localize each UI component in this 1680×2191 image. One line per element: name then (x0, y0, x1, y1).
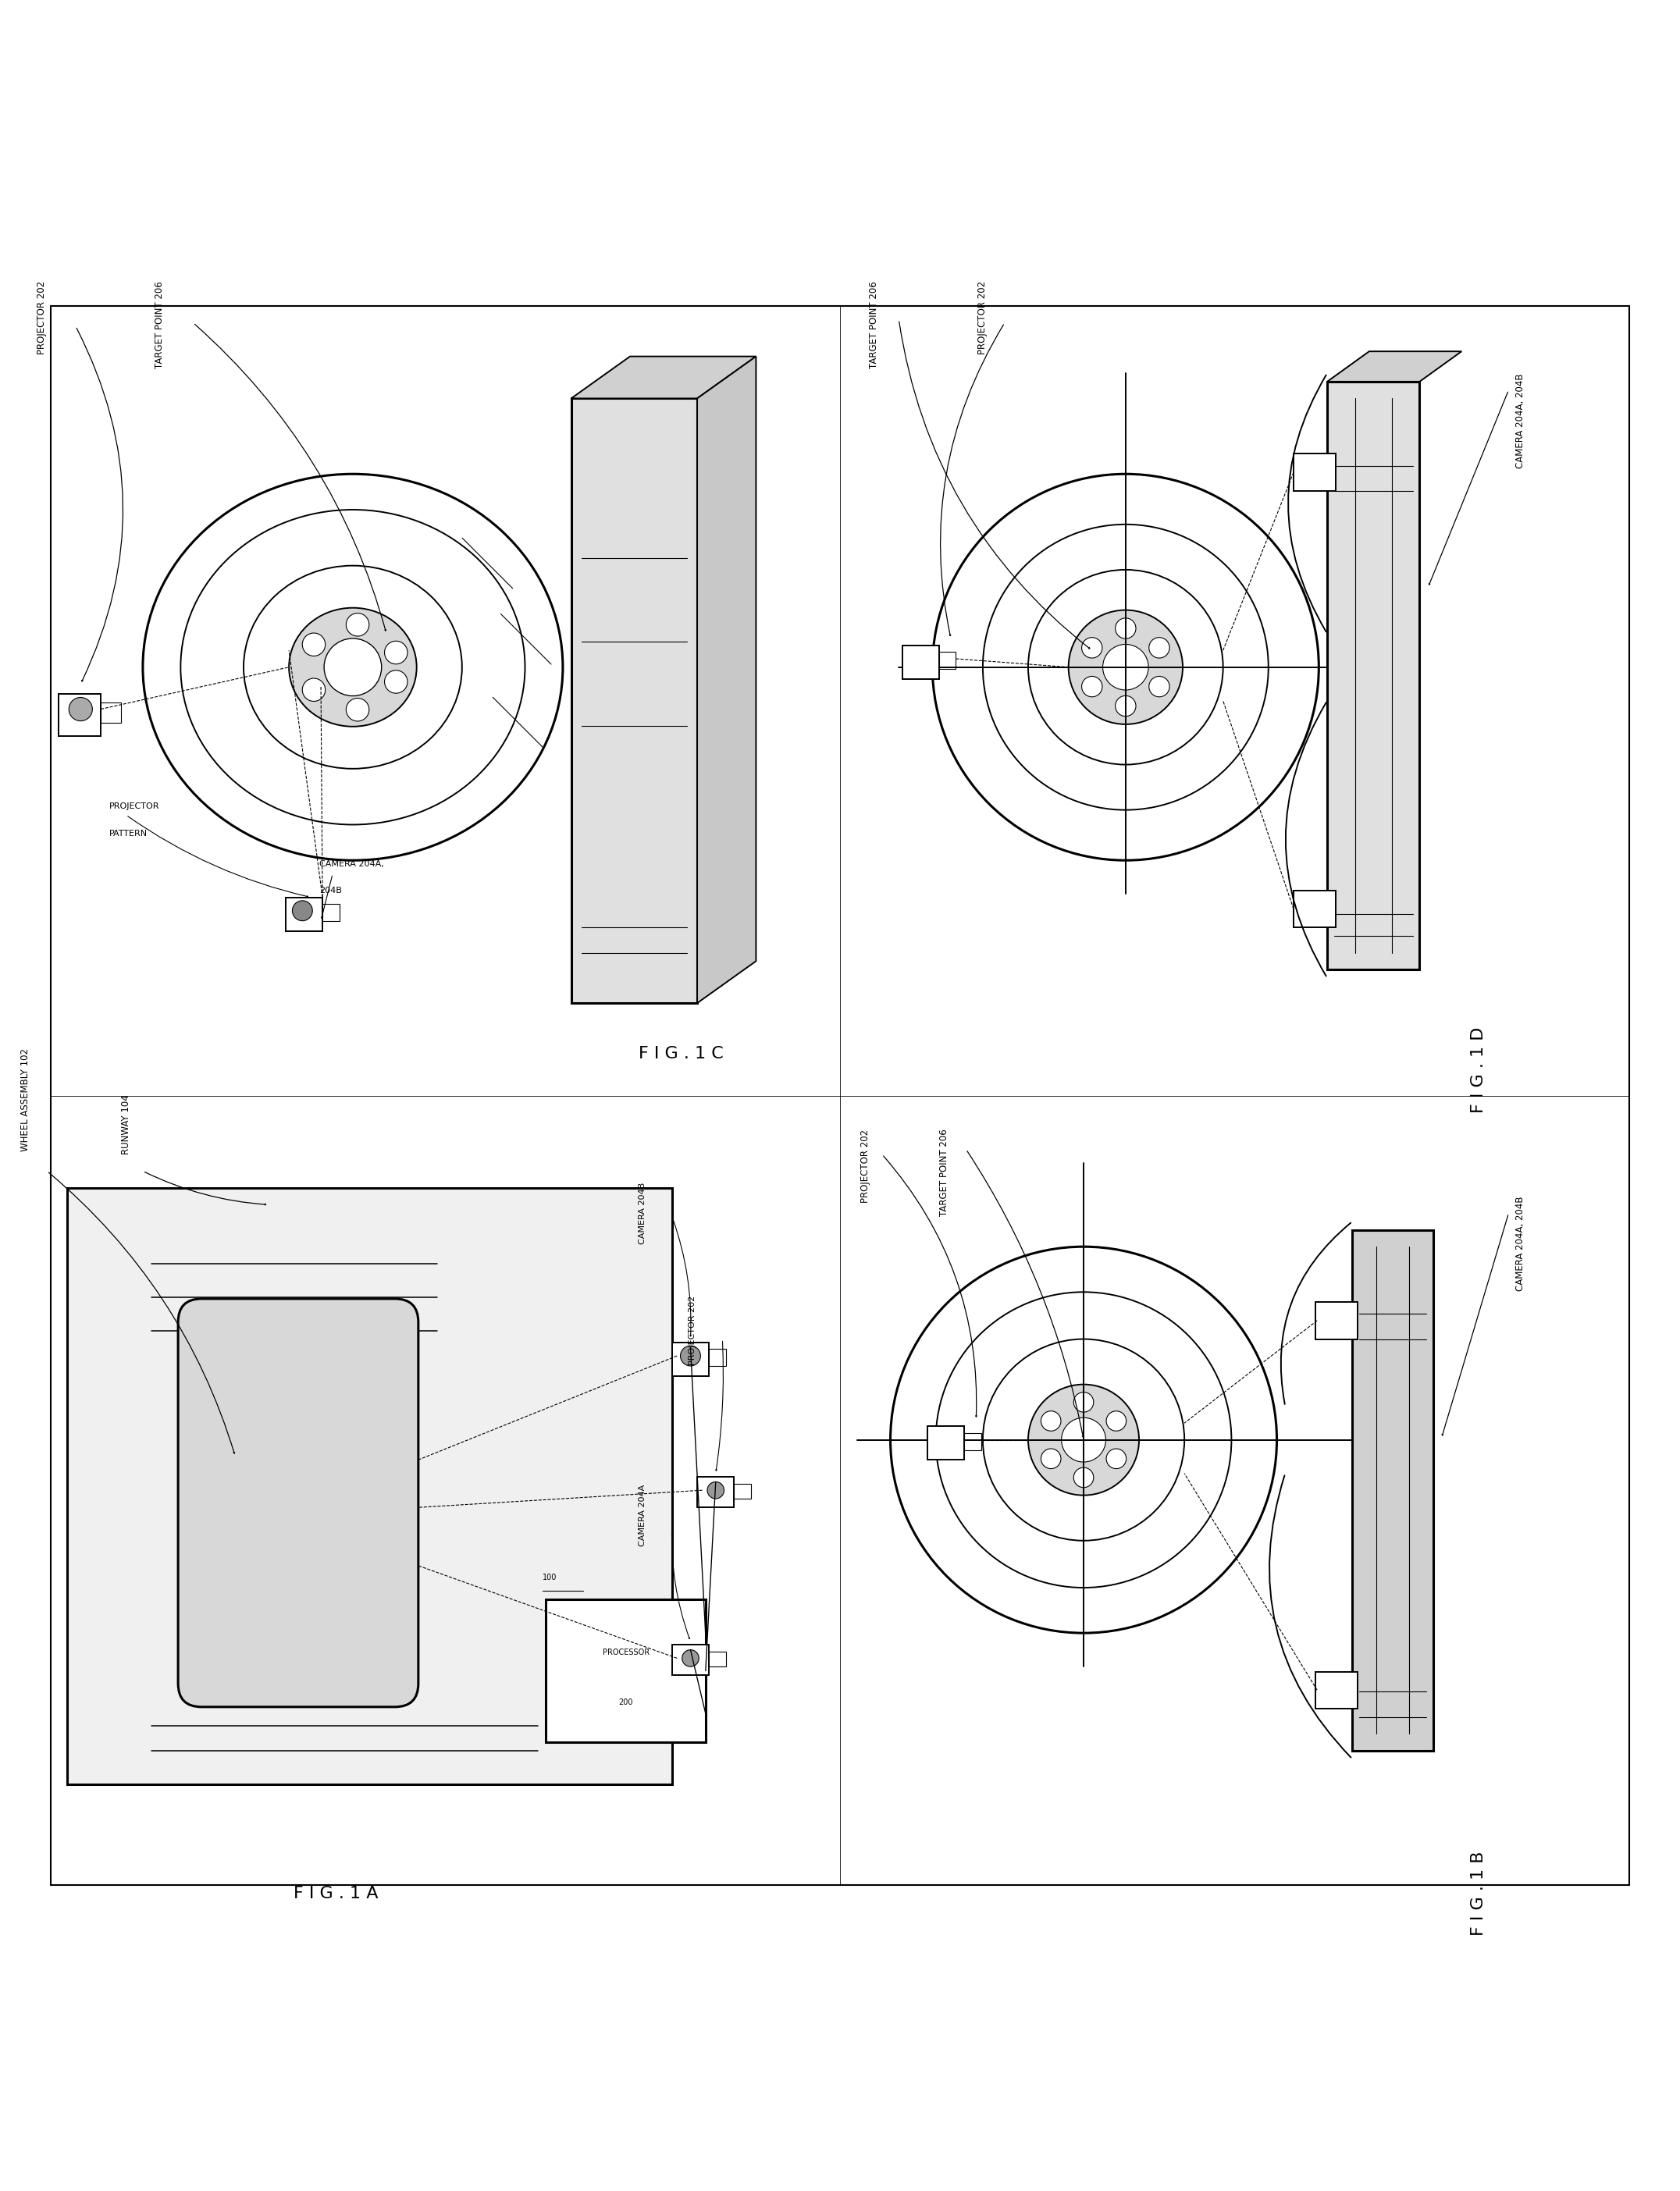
Bar (67, 1188, 672, 1783)
Bar (1315, 1672, 1357, 1709)
Circle shape (1102, 644, 1149, 690)
Text: PATTERN: PATTERN (109, 830, 148, 837)
Bar (1294, 454, 1336, 491)
Circle shape (1082, 677, 1102, 697)
Circle shape (1074, 1468, 1094, 1488)
Bar (1352, 1229, 1433, 1751)
Bar (697, 1477, 734, 1507)
Text: F I G . 1 A: F I G . 1 A (294, 1886, 378, 1902)
Text: PROJECTOR 202: PROJECTOR 202 (860, 1128, 870, 1203)
Bar (964, 1433, 981, 1450)
Text: TARGET POINT 206: TARGET POINT 206 (939, 1128, 949, 1216)
Text: PROJECTOR 202: PROJECTOR 202 (978, 280, 988, 355)
Bar (709, 1350, 726, 1365)
Bar (672, 1645, 709, 1674)
Text: WHEEL ASSEMBLY 102: WHEEL ASSEMBLY 102 (20, 1047, 30, 1150)
Polygon shape (1327, 351, 1462, 381)
Circle shape (1042, 1448, 1062, 1468)
Text: F I G . 1 C: F I G . 1 C (638, 1045, 724, 1060)
Circle shape (1028, 1385, 1139, 1494)
Circle shape (680, 1345, 701, 1365)
Text: CAMERA 204A: CAMERA 204A (638, 1485, 647, 1547)
Circle shape (302, 633, 326, 655)
Circle shape (385, 642, 408, 664)
Text: 200: 200 (618, 1698, 633, 1707)
Bar (1315, 1301, 1357, 1339)
Bar (323, 905, 339, 920)
Circle shape (69, 697, 92, 721)
Circle shape (346, 613, 370, 635)
Text: F I G . 1 D: F I G . 1 D (1470, 1028, 1487, 1113)
FancyBboxPatch shape (178, 1299, 418, 1707)
Circle shape (302, 679, 326, 701)
Bar (286, 898, 323, 931)
Text: TARGET POINT 206: TARGET POINT 206 (155, 280, 165, 368)
Circle shape (707, 1481, 724, 1499)
Circle shape (1074, 1391, 1094, 1413)
Circle shape (1068, 609, 1183, 725)
Polygon shape (697, 357, 756, 1003)
Circle shape (1149, 677, 1169, 697)
Bar (571, 399, 697, 1003)
Bar (101, 703, 121, 723)
Bar (59, 695, 101, 736)
Circle shape (292, 901, 312, 920)
Text: PROCESSOR: PROCESSOR (603, 1648, 648, 1656)
Circle shape (1116, 618, 1136, 638)
Text: PROJECTOR 202: PROJECTOR 202 (37, 280, 47, 355)
Text: CAMERA 204A, 204B: CAMERA 204A, 204B (1515, 1196, 1525, 1290)
Bar (672, 1343, 709, 1376)
Text: PROJECTOR: PROJECTOR (109, 802, 160, 811)
Text: 204B: 204B (319, 887, 341, 894)
Ellipse shape (289, 607, 417, 727)
Circle shape (346, 699, 370, 721)
Circle shape (682, 1650, 699, 1667)
Bar (734, 1483, 751, 1499)
Text: CAMERA 204A,: CAMERA 204A, (319, 859, 383, 868)
Circle shape (385, 670, 408, 692)
Circle shape (1149, 638, 1169, 657)
Text: CAMERA 204A, 204B: CAMERA 204A, 204B (1515, 372, 1525, 469)
Circle shape (1116, 697, 1136, 716)
Bar (1294, 890, 1336, 927)
Text: TARGET POINT 206: TARGET POINT 206 (869, 280, 879, 368)
Circle shape (1105, 1411, 1126, 1431)
Bar (939, 653, 956, 668)
Circle shape (1105, 1448, 1126, 1468)
Bar (709, 1652, 726, 1667)
Bar (546, 1599, 706, 1742)
Ellipse shape (324, 638, 381, 697)
Circle shape (1082, 638, 1102, 657)
Bar (902, 646, 939, 679)
Text: CAMERA 204B: CAMERA 204B (638, 1183, 647, 1244)
Text: PROJECTOR 202: PROJECTOR 202 (689, 1295, 697, 1365)
Bar (1327, 381, 1420, 971)
Text: RUNWAY 104: RUNWAY 104 (121, 1093, 131, 1155)
Circle shape (1062, 1418, 1105, 1461)
Bar (927, 1426, 964, 1459)
Text: F I G . 1 B: F I G . 1 B (1470, 1851, 1487, 1935)
Polygon shape (571, 357, 756, 399)
Circle shape (1042, 1411, 1062, 1431)
Text: 100: 100 (543, 1573, 558, 1582)
